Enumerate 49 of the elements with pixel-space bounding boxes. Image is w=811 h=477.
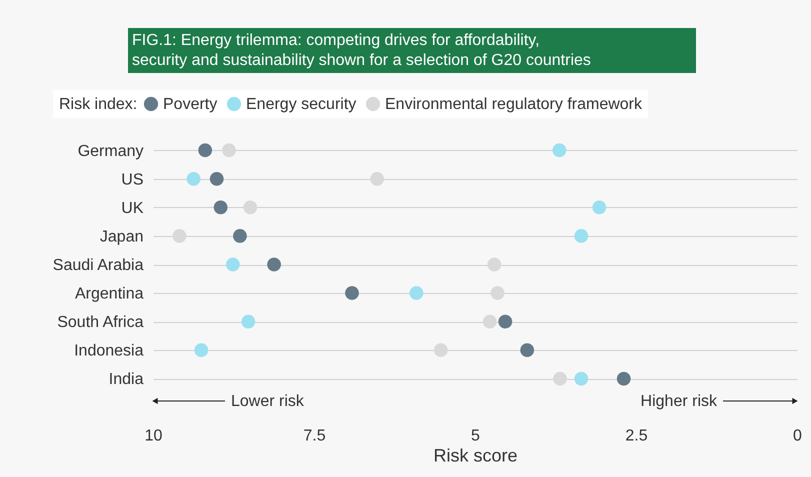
chart-title: FIG.1: Energy trilemma: competing drives for affordability, security and sustainability shown for a selection of G20 countries [132,32,591,69]
point [490,286,504,300]
y-tick-label: Japan [100,228,144,246]
point [210,172,224,186]
legend-label: Poverty [163,96,218,113]
x-tick-label: 5 [471,428,480,444]
point [553,372,567,386]
x-tick-label: 7.5 [303,428,326,444]
point [214,200,228,214]
point [498,314,512,328]
point [233,229,247,243]
annotation: Higher risk [640,393,718,410]
point [482,314,497,328]
point [616,372,631,386]
x-axis-title: Risk score [433,446,518,466]
point [186,172,200,186]
point [267,258,281,272]
point [222,143,236,158]
x-tick-label: 0 [793,428,802,444]
legend-label: Energy security [246,96,356,113]
point [410,286,424,300]
legend-label: Environmental regulatory framework [385,96,643,113]
point [370,172,384,186]
y-tick-label: Argentina [75,286,144,303]
y-tick-label: Germany [78,142,144,160]
y-tick-label: UK [121,200,144,217]
point [241,314,256,328]
y-tick-label: Indonesia [74,342,144,360]
point [194,343,208,358]
y-tick-label: India [108,371,144,388]
point [226,258,240,272]
y-tick-label: US [121,171,144,188]
legend-title: Risk index: [59,96,138,113]
y-tick-label: South Africa [57,314,144,332]
point [520,343,534,358]
point [487,258,502,272]
point [345,286,359,300]
x-tick-label: 2.5 [625,428,648,444]
annotation: Lower risk [231,393,305,410]
x-tick-label: 10 [144,428,162,444]
point [243,200,258,214]
point [434,343,448,358]
point [198,143,212,158]
point [574,229,588,243]
point [172,229,186,243]
y-tick-label: Saudi Arabia [52,257,144,274]
point [552,143,566,158]
point [592,200,606,214]
point [574,372,588,386]
